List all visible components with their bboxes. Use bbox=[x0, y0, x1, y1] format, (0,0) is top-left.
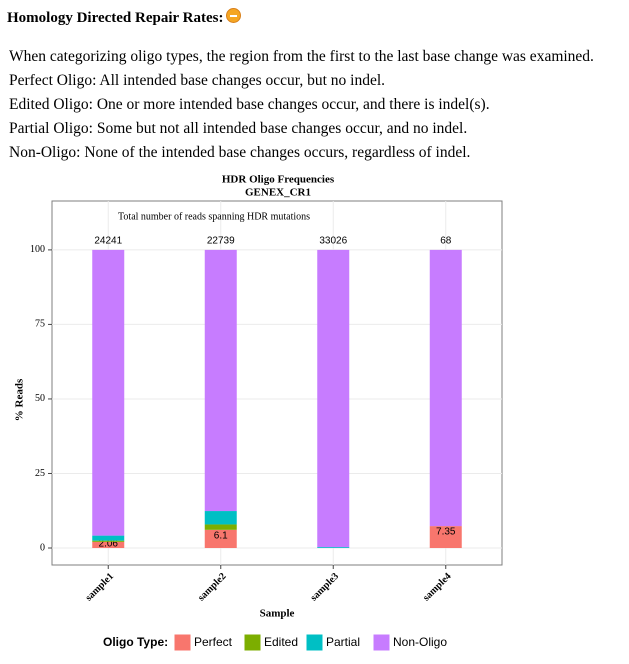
y-tick-label: 75 bbox=[35, 319, 45, 330]
total-label: 22739 bbox=[207, 236, 235, 247]
heading-text: Homology Directed Repair Rates: bbox=[7, 10, 224, 26]
annotation: Total number of reads spanning HDR mutat… bbox=[118, 211, 310, 222]
bar-segment bbox=[92, 249, 125, 536]
paragraph: Perfect Oligo: All intended base changes… bbox=[9, 72, 386, 89]
value-label: 7.35 bbox=[436, 527, 456, 538]
legend-swatch bbox=[372, 633, 391, 652]
chart-subtitle: GENEX_CR1 bbox=[245, 187, 311, 199]
paragraph: Partial Oligo: Some but not all intended… bbox=[9, 120, 468, 137]
chart-title: HDR Oligo Frequencies bbox=[222, 174, 335, 186]
total-label: 24241 bbox=[94, 236, 122, 247]
bar-segment bbox=[92, 540, 125, 542]
x-tick-label: sample4 bbox=[421, 571, 454, 604]
bar-segment bbox=[204, 524, 237, 530]
bar-segment bbox=[317, 249, 350, 548]
legend-swatch bbox=[243, 633, 262, 652]
x-tick-label: sample3 bbox=[308, 571, 341, 604]
bar-segment bbox=[204, 529, 237, 549]
legend-label: Partial bbox=[326, 635, 360, 649]
status-icon bbox=[226, 8, 242, 23]
bar-segment bbox=[429, 249, 462, 527]
bar-segment bbox=[204, 511, 237, 525]
bar-segment bbox=[204, 249, 237, 512]
legend-label: Non-Oligo bbox=[393, 635, 447, 649]
x-axis-title: Sample bbox=[260, 608, 295, 620]
total-label: 33026 bbox=[319, 236, 347, 247]
bar-segment bbox=[317, 547, 350, 549]
paragraph: Non-Oligo: None of the intended base cha… bbox=[9, 144, 471, 161]
legend-swatch bbox=[305, 633, 324, 652]
bar-segment bbox=[92, 535, 125, 541]
y-tick-label: 50 bbox=[35, 393, 45, 404]
bar-segment bbox=[429, 526, 462, 549]
y-tick-label: 25 bbox=[35, 468, 45, 479]
y-tick-label: 100 bbox=[30, 244, 45, 255]
legend-label: Perfect bbox=[194, 635, 233, 649]
legend-swatch bbox=[173, 633, 192, 652]
y-tick-label: 0 bbox=[40, 542, 45, 553]
legend-label: Edited bbox=[264, 635, 298, 649]
value-label: 6.1 bbox=[214, 530, 228, 541]
paragraph: When categorizing oligo types, the regio… bbox=[9, 48, 594, 65]
heading: Homology Directed Repair Rates: bbox=[7, 8, 242, 27]
total-label: 68 bbox=[440, 236, 452, 247]
x-tick-label: sample2 bbox=[196, 571, 229, 604]
y-axis-title: % Reads bbox=[14, 378, 26, 421]
paragraph: Edited Oligo: One or more intended base … bbox=[9, 96, 490, 113]
legend-title: Oligo Type: bbox=[103, 635, 168, 649]
plot-panel bbox=[51, 200, 503, 566]
value-label: 2.06 bbox=[99, 539, 119, 550]
bar-segment bbox=[92, 541, 125, 549]
x-tick-label: sample1 bbox=[83, 571, 116, 604]
